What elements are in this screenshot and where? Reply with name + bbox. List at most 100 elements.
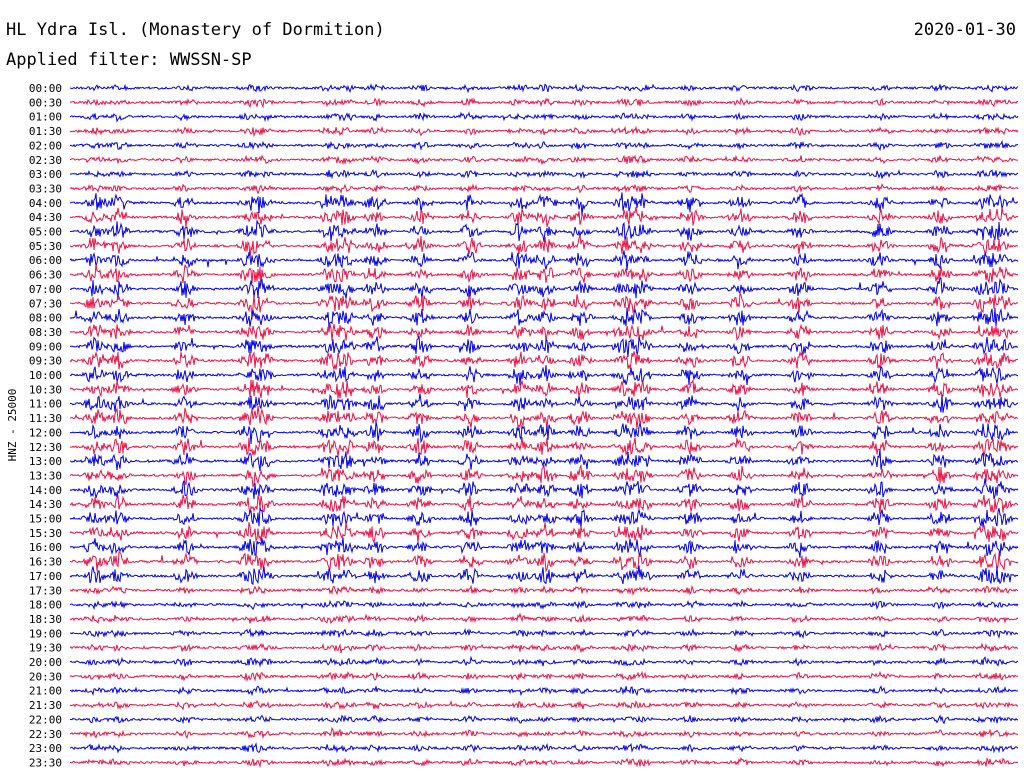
trace-line bbox=[69, 111, 1019, 123]
trace-line bbox=[70, 206, 1019, 228]
trace-line bbox=[69, 655, 1019, 668]
trace-line bbox=[69, 599, 1019, 611]
y-axis-label: HNZ - 25000 bbox=[6, 389, 19, 462]
time-tick-label: 15:00 bbox=[29, 513, 62, 526]
trace-line bbox=[69, 307, 1019, 328]
time-tick-label: 09:30 bbox=[29, 355, 62, 368]
trace-line bbox=[69, 522, 1019, 544]
time-tick-label: 17:00 bbox=[29, 570, 62, 583]
trace-line bbox=[69, 463, 1019, 489]
trace-line bbox=[69, 220, 1019, 242]
filter-label: Applied filter: WWSSN-SP bbox=[6, 50, 252, 70]
time-tick-label: 20:00 bbox=[29, 656, 62, 669]
trace-line bbox=[69, 714, 1019, 725]
time-tick-label: 14:30 bbox=[29, 498, 62, 511]
time-tick-label: 17:30 bbox=[29, 584, 62, 597]
time-tick-label: 23:00 bbox=[29, 742, 62, 755]
time-tick-label: 04:00 bbox=[29, 197, 62, 210]
trace-line bbox=[69, 757, 1019, 769]
time-tick-label: 19:30 bbox=[29, 642, 62, 655]
trace-line bbox=[70, 140, 1019, 152]
trace-line bbox=[69, 183, 1019, 195]
trace-line bbox=[69, 335, 1019, 358]
trace-line bbox=[69, 421, 1018, 444]
time-tick-label: 12:00 bbox=[29, 426, 62, 439]
time-tick-label: 22:30 bbox=[29, 728, 62, 741]
time-tick-label: 11:30 bbox=[29, 412, 62, 425]
trace-group bbox=[69, 83, 1019, 769]
time-tick-label: 14:00 bbox=[29, 484, 62, 497]
trace-line bbox=[69, 125, 1019, 138]
trace-line bbox=[69, 393, 1019, 413]
time-tick-label: 21:30 bbox=[29, 699, 62, 712]
trace-line bbox=[69, 235, 1019, 259]
trace-line bbox=[69, 584, 1019, 596]
time-tick-label: 12:30 bbox=[29, 441, 62, 454]
trace-line bbox=[69, 154, 1018, 166]
trace-line bbox=[69, 83, 1019, 94]
trace-line bbox=[69, 437, 1019, 457]
time-tick-label: 06:30 bbox=[29, 269, 62, 282]
time-tick-label: 05:00 bbox=[29, 226, 62, 239]
trace-line bbox=[69, 350, 1019, 370]
time-tick-label: 07:30 bbox=[29, 297, 62, 310]
trace-line bbox=[69, 405, 1018, 430]
trace-line bbox=[69, 378, 1019, 399]
time-tick-label: 03:00 bbox=[29, 168, 62, 181]
trace-line bbox=[69, 97, 1019, 109]
trace-line bbox=[69, 507, 1019, 529]
time-tick-label: 00:30 bbox=[29, 96, 62, 109]
time-tick-label: 10:00 bbox=[29, 369, 62, 382]
trace-date: 2020-01-30 bbox=[913, 20, 1016, 40]
trace-line bbox=[70, 291, 1019, 320]
time-tick-label: 18:00 bbox=[29, 599, 62, 612]
time-tick-label: 02:00 bbox=[29, 139, 62, 152]
trace-line bbox=[69, 742, 1019, 754]
trace-line bbox=[69, 478, 1019, 500]
trace-line bbox=[69, 685, 1019, 697]
trace-line bbox=[69, 263, 1019, 286]
trace-line bbox=[69, 494, 1019, 515]
trace-line bbox=[69, 642, 1019, 654]
trace-line bbox=[69, 627, 1019, 639]
trace-line bbox=[69, 612, 1019, 625]
time-tick-label: 06:00 bbox=[29, 254, 62, 267]
time-tick-label: 04:30 bbox=[29, 211, 62, 224]
time-tick-label: 11:00 bbox=[29, 398, 62, 411]
trace-line bbox=[69, 700, 1019, 711]
time-tick-label: 10:30 bbox=[29, 383, 62, 396]
time-tick-label: 16:00 bbox=[29, 541, 62, 554]
time-tick-label: 03:30 bbox=[29, 182, 62, 195]
time-tick-label: 01:00 bbox=[29, 111, 62, 124]
trace-line bbox=[69, 449, 1019, 471]
time-tick-label: 21:00 bbox=[29, 685, 62, 698]
time-tick-label: 15:30 bbox=[29, 527, 62, 540]
trace-line bbox=[69, 565, 1019, 586]
time-tick-label: 09:00 bbox=[29, 340, 62, 353]
time-tick-label: 20:30 bbox=[29, 670, 62, 683]
time-tick-label: 18:30 bbox=[29, 613, 62, 626]
time-tick-label: 23:30 bbox=[29, 756, 62, 769]
time-tick-label: 13:30 bbox=[29, 469, 62, 482]
time-tick-label: 02:30 bbox=[29, 154, 62, 167]
time-tick-label: 08:30 bbox=[29, 326, 62, 339]
time-tick-label: 08:00 bbox=[29, 312, 62, 325]
trace-line bbox=[69, 537, 1019, 558]
time-tick-label: 16:30 bbox=[29, 556, 62, 569]
time-tick-label: 22:00 bbox=[29, 713, 62, 726]
time-tick-label: 13:00 bbox=[29, 455, 62, 468]
trace-line bbox=[69, 670, 1018, 682]
trace-line bbox=[70, 168, 1019, 180]
trace-line bbox=[69, 250, 1019, 271]
trace-line bbox=[69, 727, 1019, 740]
trace-line bbox=[69, 551, 1019, 573]
trace-line bbox=[69, 277, 1019, 300]
trace-line bbox=[69, 323, 1018, 342]
time-tick-label: 19:00 bbox=[29, 627, 62, 640]
trace-line bbox=[70, 192, 1019, 216]
time-tick-label: 07:00 bbox=[29, 283, 62, 296]
time-tick-label: 01:30 bbox=[29, 125, 62, 138]
trace-line bbox=[69, 365, 1019, 386]
